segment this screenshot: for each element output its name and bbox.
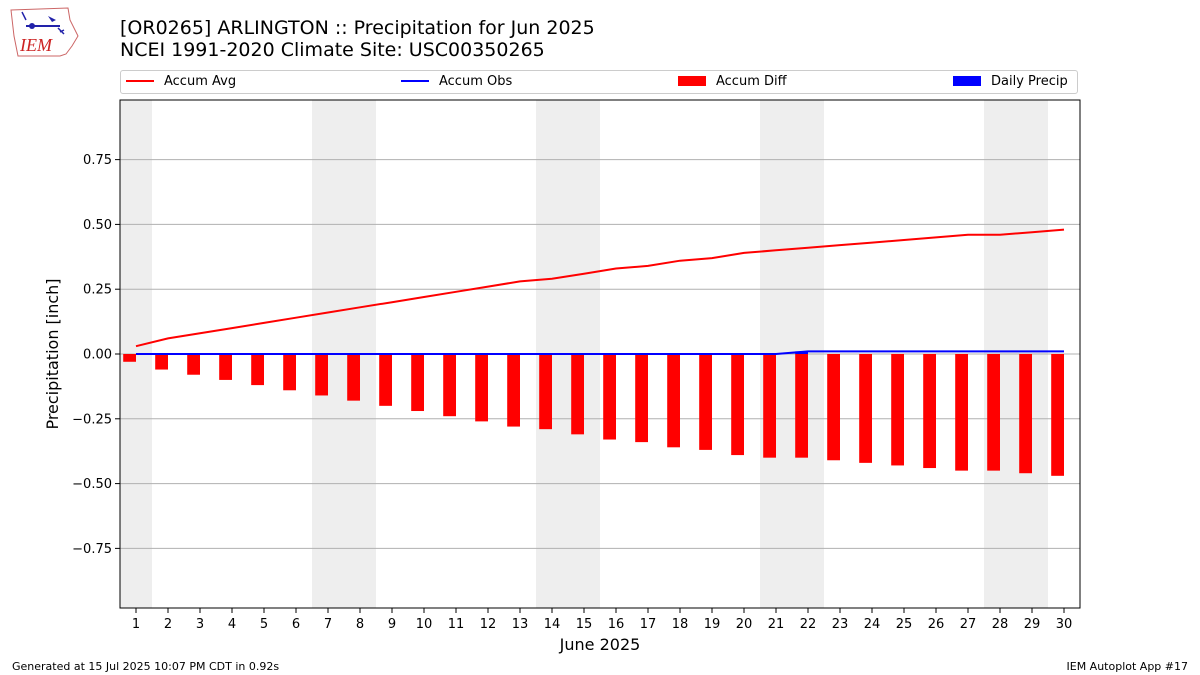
x-tick-label: 26 [928, 617, 945, 632]
chart-title-line2: NCEI 1991-2020 Climate Site: USC00350265 [120, 39, 545, 61]
x-tick-label: 4 [228, 617, 236, 632]
x-tick-label: 11 [448, 617, 465, 632]
diff-bar [219, 354, 232, 380]
x-tick-label: 13 [512, 617, 529, 632]
diff-bar [731, 354, 744, 456]
diff-bar [411, 354, 424, 412]
diff-bar [603, 354, 616, 440]
diff-bar [539, 354, 552, 430]
diff-bar [475, 354, 488, 422]
x-tick-label: 29 [1024, 617, 1041, 632]
y-tick-label: −0.50 [72, 477, 112, 492]
diff-bar [635, 354, 648, 443]
legend-item-daily-precip: Daily Precip [953, 74, 1068, 90]
y-axis-label: Precipitation [inch] [43, 278, 62, 429]
diff-bar [155, 354, 168, 370]
grid-lines [120, 159, 1080, 549]
diff-bar [955, 354, 968, 471]
x-tick-label: 27 [960, 617, 977, 632]
diff-bar [827, 354, 840, 461]
axes: −0.75−0.50−0.250.000.250.500.751 2 3 4 5 6 7 8 9… [72, 153, 1072, 632]
diff-bar [315, 354, 328, 396]
diff-bar [795, 354, 808, 458]
y-tick-label: −0.75 [72, 542, 112, 557]
x-tick-label: 23 [832, 617, 849, 632]
x-tick-label: 22 [800, 617, 817, 632]
x-tick-label: 18 [672, 617, 689, 632]
diff-bar [379, 354, 392, 406]
bars [123, 351, 1064, 476]
diff-bar [667, 354, 680, 448]
x-tick-label: 10 [416, 617, 433, 632]
accum-obs-line [136, 350, 1064, 355]
diff-bar [123, 354, 136, 362]
legend-label: Accum Obs [439, 74, 513, 89]
x-tick-label: 25 [896, 617, 913, 632]
x-axis-label: June 2025 [559, 635, 641, 654]
footer-generated: Generated at 15 Jul 2025 10:07 PM CDT in… [12, 660, 280, 673]
x-tick-label: 6 [292, 617, 300, 632]
x-tick-label: 14 [544, 617, 561, 632]
x-tick-label: 30 [1056, 617, 1073, 632]
diff-bar [891, 354, 904, 466]
iem-logo: IEM [10, 7, 79, 57]
y-tick-label: 0.50 [83, 218, 112, 233]
chart-legend: Accum Avg Accum Obs Accum Diff Daily Pre… [120, 70, 1078, 94]
diff-bar [699, 354, 712, 450]
x-tick-label: 3 [196, 617, 204, 632]
y-tick-label: 0.00 [83, 348, 112, 363]
diff-bar [923, 354, 936, 469]
x-tick-label: 2 [164, 617, 172, 632]
diff-bar [987, 354, 1000, 471]
chart-title-line1: [OR0265] ARLINGTON :: Precipitation for … [120, 17, 595, 39]
y-tick-label: 0.75 [83, 153, 112, 168]
accum-avg-line [135, 228, 1065, 348]
x-tick-label: 19 [704, 617, 721, 632]
x-tick-label: 24 [864, 617, 881, 632]
diff-bar [283, 354, 296, 391]
legend-item-accum-avg: Accum Avg [126, 74, 236, 90]
legend-label: Accum Avg [164, 74, 237, 89]
footer-app: IEM Autoplot App #17 [1066, 660, 1189, 673]
diff-bar [1051, 354, 1064, 476]
y-tick-label: 0.25 [83, 283, 112, 298]
x-tick-label: 7 [324, 617, 332, 632]
x-tick-label: 21 [768, 617, 785, 632]
x-tick-label: 8 [356, 617, 364, 632]
diff-bar [763, 354, 776, 458]
diff-bar [859, 354, 872, 463]
series-lines [135, 228, 1065, 355]
x-tick-label: 17 [640, 617, 657, 632]
diff-bar [251, 354, 264, 386]
logo-text: IEM [19, 35, 53, 55]
x-tick-label: 12 [480, 617, 497, 632]
diff-bar [347, 354, 360, 401]
legend-label: Daily Precip [991, 74, 1068, 89]
diff-bar [187, 354, 200, 375]
x-tick-label: 15 [576, 617, 593, 632]
x-tick-label: 9 [388, 617, 396, 632]
diff-bar [571, 354, 584, 435]
legend-item-accum-diff: Accum Diff [678, 74, 787, 90]
diff-bar [443, 354, 456, 417]
legend-item-accum-obs: Accum Obs [401, 74, 512, 90]
x-tick-label: 16 [608, 617, 625, 632]
legend-label: Accum Diff [716, 74, 787, 89]
x-tick-label: 5 [260, 617, 268, 632]
x-tick-label: 28 [992, 617, 1009, 632]
x-tick-label: 1 [132, 617, 140, 632]
x-tick-label: 20 [736, 617, 753, 632]
diff-bar [507, 354, 520, 427]
y-tick-label: −0.25 [72, 412, 112, 427]
diff-bar [1019, 354, 1032, 474]
